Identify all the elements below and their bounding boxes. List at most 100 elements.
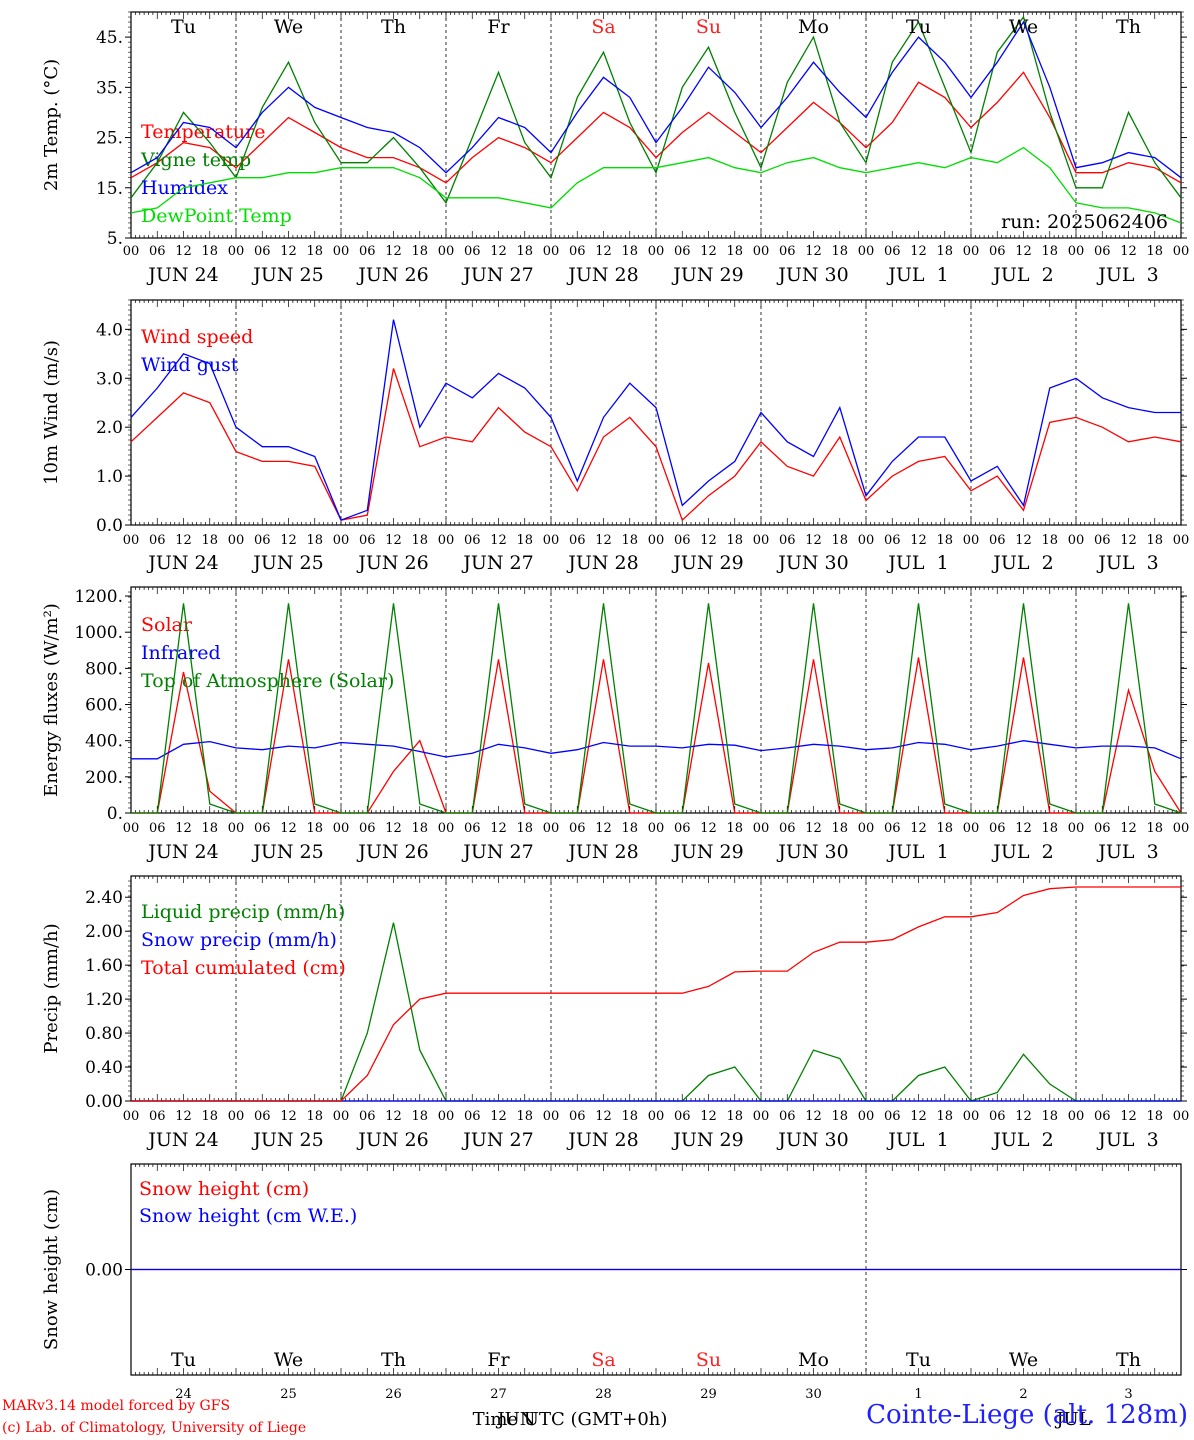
- day-of-week-label: Fr: [487, 1349, 510, 1371]
- hour-tick-label: 12: [595, 244, 612, 259]
- day-of-week-label: Su: [696, 16, 721, 38]
- day-of-week-label: We: [274, 16, 303, 38]
- model-credit: MARv3.14 model forced by GFS: [2, 1398, 231, 1414]
- hour-tick-label: 18: [201, 533, 218, 548]
- date-label: JUN 26: [356, 264, 428, 286]
- hour-tick-label: 12: [805, 533, 822, 548]
- hour-tick-label: 06: [884, 533, 901, 548]
- hour-tick-label: 06: [1094, 244, 1111, 259]
- hour-tick-label: 12: [700, 821, 717, 836]
- date-label: JUN 27: [461, 552, 533, 574]
- y-tick-label: 0.: [107, 804, 123, 824]
- day-of-week-label: Tu: [171, 16, 196, 38]
- hour-tick-label: 12: [910, 821, 927, 836]
- date-label: JUN 24: [146, 841, 218, 863]
- hour-tick-label: 18: [201, 821, 218, 836]
- y-tick-label: 4.0: [96, 320, 123, 340]
- hour-tick-label: 00: [753, 244, 770, 259]
- hour-tick-label: 18: [936, 821, 953, 836]
- hour-tick-label: 18: [516, 1109, 533, 1124]
- date-label: JUN 26: [356, 552, 428, 574]
- hour-tick-label: 00: [858, 533, 875, 548]
- legend-entry: DewPoint Temp: [141, 205, 292, 227]
- day-of-week-label: Sa: [591, 16, 615, 38]
- hour-tick-label: 00: [543, 244, 560, 259]
- hour-tick-label: 12: [280, 1109, 297, 1124]
- hour-tick-label: 12: [1015, 821, 1032, 836]
- date-label: JUN 27: [461, 841, 533, 863]
- legend-entry: Vigne temp: [140, 149, 251, 171]
- station-name: Cointe-Liege (alt. 128m): [866, 1400, 1188, 1430]
- hour-tick-label: 00: [228, 1109, 245, 1124]
- hour-tick-label: 18: [516, 533, 533, 548]
- legend-entry: Liquid precip (mm/h): [141, 901, 345, 923]
- hour-tick-label: 12: [910, 1109, 927, 1124]
- y-tick-label: 2.40: [85, 888, 123, 908]
- day-of-week-label: Sa: [591, 1349, 615, 1371]
- hour-tick-label: 18: [936, 1109, 953, 1124]
- bottom-day-number: 2: [1019, 1387, 1027, 1402]
- hour-tick-label: 00: [1068, 821, 1085, 836]
- hour-tick-label: 06: [359, 533, 376, 548]
- hour-tick-label: 12: [700, 1109, 717, 1124]
- y-tick-label: 400.: [85, 732, 123, 752]
- day-of-week-label: Tu: [171, 1349, 196, 1371]
- hour-tick-label: 06: [989, 244, 1006, 259]
- hour-tick-label: 00: [333, 533, 350, 548]
- day-of-week-label: We: [1009, 16, 1038, 38]
- hour-tick-label: 00: [858, 244, 875, 259]
- hour-tick-label: 00: [648, 821, 665, 836]
- hour-tick-label: 12: [175, 1109, 192, 1124]
- date-label: JUN 29: [671, 552, 743, 574]
- hour-tick-label: 12: [280, 244, 297, 259]
- date-label: JUL 2: [991, 552, 1053, 574]
- hour-tick-label: 06: [254, 533, 271, 548]
- hour-tick-label: 18: [831, 1109, 848, 1124]
- hour-tick-label: 18: [306, 533, 323, 548]
- hour-tick-label: 12: [385, 244, 402, 259]
- date-label: JUL 3: [1096, 841, 1158, 863]
- hour-tick-label: 06: [569, 533, 586, 548]
- day-of-week-label: Mo: [798, 1349, 829, 1371]
- hour-tick-label: 18: [411, 1109, 428, 1124]
- hour-tick-label: 18: [1041, 821, 1058, 836]
- hour-tick-label: 00: [858, 1109, 875, 1124]
- y-tick-label: 0.00: [85, 1261, 123, 1281]
- y-axis-title: Snow height (cm): [41, 1189, 62, 1350]
- day-of-week-label: Tu: [906, 1349, 931, 1371]
- run-label: run: 2025062406: [1001, 211, 1168, 233]
- y-tick-label: 1.20: [85, 990, 123, 1010]
- day-of-week-label: Th: [1116, 16, 1141, 38]
- date-label: JUL 2: [991, 841, 1053, 863]
- hour-tick-label: 06: [884, 244, 901, 259]
- hour-tick-label: 18: [726, 1109, 743, 1124]
- y-tick-label: 1000.: [74, 623, 123, 643]
- hour-tick-label: 06: [569, 1109, 586, 1124]
- y-tick-label: 5.: [107, 229, 123, 249]
- lab-credit: (c) Lab. of Climatology, University of L…: [2, 1420, 307, 1436]
- hour-tick-label: 06: [989, 821, 1006, 836]
- hour-tick-label: 06: [359, 821, 376, 836]
- y-tick-label: 1.60: [85, 956, 123, 976]
- legend-entry: Wind gust: [141, 354, 239, 376]
- date-label: JUN 27: [461, 264, 533, 286]
- bottom-month-label: JUN: [495, 1409, 535, 1430]
- bottom-day-number: 28: [595, 1387, 612, 1402]
- hour-tick-label: 12: [700, 533, 717, 548]
- hour-tick-label: 18: [411, 821, 428, 836]
- y-tick-label: 600.: [85, 696, 123, 716]
- legend-entry: Snow precip (mm/h): [141, 929, 337, 951]
- date-label: JUN 25: [251, 552, 323, 574]
- hour-tick-label: 12: [595, 821, 612, 836]
- hour-tick-label: 12: [175, 244, 192, 259]
- y-tick-label: 2.00: [85, 922, 123, 942]
- date-label: JUN 29: [671, 1129, 743, 1151]
- hour-tick-label: 12: [1120, 244, 1137, 259]
- hour-tick-label: 00: [228, 821, 245, 836]
- date-label: JUN 24: [146, 552, 218, 574]
- hour-tick-label: 18: [621, 244, 638, 259]
- day-of-week-label: Th: [1116, 1349, 1141, 1371]
- date-label: JUL 3: [1096, 264, 1158, 286]
- y-tick-label: 35.: [96, 78, 123, 98]
- hour-tick-label: 06: [779, 821, 796, 836]
